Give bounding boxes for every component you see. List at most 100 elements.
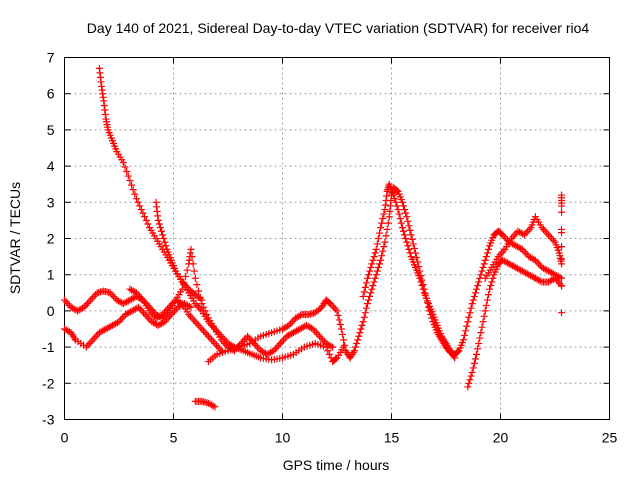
data-point	[92, 332, 100, 340]
x-axis-label: GPS time / hours	[283, 457, 390, 473]
data-point	[482, 301, 490, 309]
data-point	[395, 210, 403, 218]
data-point	[198, 300, 206, 308]
data-point	[196, 305, 204, 313]
data-point	[468, 368, 476, 376]
data-point	[134, 198, 142, 206]
data-point	[407, 231, 415, 239]
data-point	[189, 260, 197, 268]
data-point	[404, 242, 412, 250]
data-point	[401, 206, 409, 214]
data-point	[333, 307, 341, 315]
data-point	[366, 292, 374, 300]
data-point	[209, 338, 217, 346]
data-point	[327, 342, 335, 350]
data-point	[366, 267, 374, 275]
data-point	[371, 249, 379, 257]
data-point	[213, 341, 221, 349]
data-point	[489, 274, 497, 282]
data-point	[317, 334, 325, 342]
data-point	[383, 225, 391, 233]
data-point	[267, 349, 275, 357]
data-point	[201, 307, 209, 315]
data-point	[369, 256, 377, 264]
data-point	[352, 343, 360, 351]
x-tick-label: 20	[493, 430, 509, 446]
data-point	[154, 216, 162, 224]
data-point	[360, 313, 368, 321]
data-point	[390, 191, 398, 199]
data-point	[273, 343, 281, 351]
data-point	[336, 320, 344, 328]
data-point	[394, 206, 402, 214]
y-tick-label: 6	[47, 86, 55, 102]
data-point	[376, 260, 384, 268]
data-point	[379, 215, 387, 223]
data-point	[519, 230, 527, 238]
data-point	[410, 244, 418, 252]
y-tick-label: 2	[47, 231, 55, 247]
data-point	[137, 206, 145, 214]
data-point	[558, 309, 566, 317]
data-point	[190, 267, 198, 275]
data-point	[402, 209, 410, 217]
data-point	[129, 287, 137, 295]
y-tick-label: 4	[47, 158, 55, 174]
data-point	[558, 202, 566, 210]
data-point	[367, 289, 375, 297]
data-point	[260, 349, 268, 357]
data-point	[244, 332, 252, 340]
data-point	[374, 235, 382, 242]
data-point	[219, 338, 227, 346]
data-point	[61, 296, 68, 304]
data-point	[84, 341, 92, 349]
data-point	[324, 347, 332, 355]
data-point	[334, 311, 342, 319]
data-point	[403, 213, 411, 221]
data-point	[558, 255, 566, 263]
data-point	[362, 279, 370, 287]
data-point	[296, 311, 304, 319]
data-point	[399, 202, 407, 210]
data-point	[195, 287, 203, 295]
data-point	[362, 304, 370, 312]
series-arc-g	[204, 184, 566, 366]
data-point	[469, 296, 477, 304]
data-point	[140, 309, 148, 317]
data-point	[549, 275, 557, 283]
data-point	[558, 208, 566, 216]
data-point	[357, 325, 365, 333]
data-point	[203, 330, 211, 338]
data-point	[378, 219, 386, 227]
data-point	[485, 245, 493, 253]
x-tick-label: 15	[384, 430, 400, 446]
data-point	[331, 305, 339, 313]
data-point	[498, 249, 506, 257]
data-point	[87, 296, 95, 304]
data-point	[316, 332, 324, 340]
data-point	[116, 298, 124, 306]
data-point	[403, 238, 411, 246]
data-point	[90, 292, 98, 300]
data-point	[188, 314, 196, 322]
data-point	[187, 303, 195, 311]
chart-title: Day 140 of 2021, Sidereal Day-to-day VTE…	[87, 20, 590, 36]
data-point	[126, 177, 134, 185]
data-point	[377, 224, 385, 232]
data-point	[312, 329, 320, 337]
data-point	[137, 294, 145, 302]
x-tick-label: 0	[61, 430, 69, 446]
data-point	[368, 285, 376, 293]
data-point	[201, 329, 209, 337]
data-point	[340, 336, 348, 344]
y-axis-label: SDTVAR / TECUs	[7, 182, 23, 294]
data-point	[88, 294, 96, 302]
data-point	[371, 274, 379, 282]
data-point	[110, 292, 118, 300]
series-arc-i	[464, 256, 566, 391]
data-point	[159, 231, 167, 239]
data-point	[409, 240, 417, 248]
data-point	[158, 227, 166, 235]
data-point	[509, 233, 517, 241]
